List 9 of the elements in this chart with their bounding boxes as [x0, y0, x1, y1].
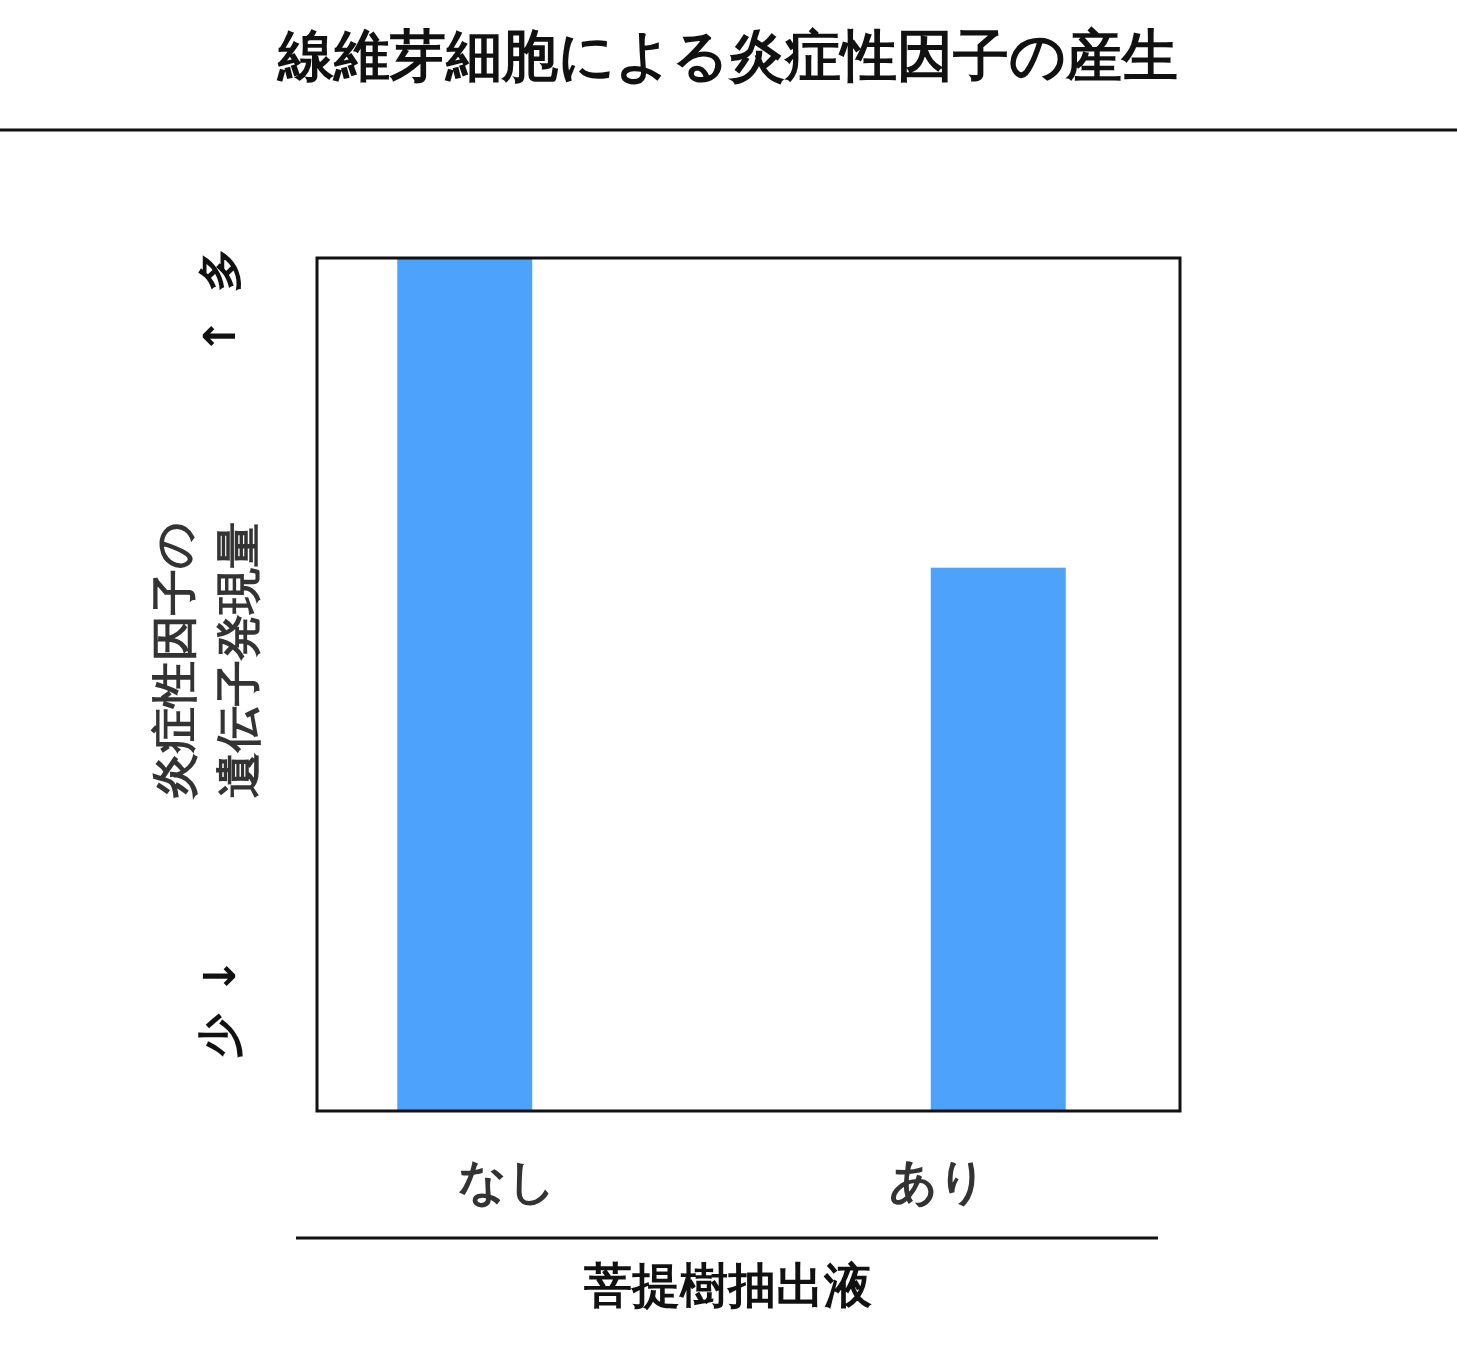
x-axis-title: 菩提樹抽出液 [583, 1257, 872, 1313]
text: 少 [194, 1013, 245, 1058]
x-tick-label: あり [889, 1153, 987, 1209]
chart-title: 線維芽細胞による炎症性因子の産生 [276, 23, 1178, 88]
text: 多 [194, 248, 245, 292]
text: ↓ [194, 957, 245, 995]
text: ↑ [194, 317, 245, 355]
x-tick-label: なし [458, 1153, 556, 1209]
y-axis-title: 炎症性因子の遺伝子発現量 [147, 521, 265, 801]
